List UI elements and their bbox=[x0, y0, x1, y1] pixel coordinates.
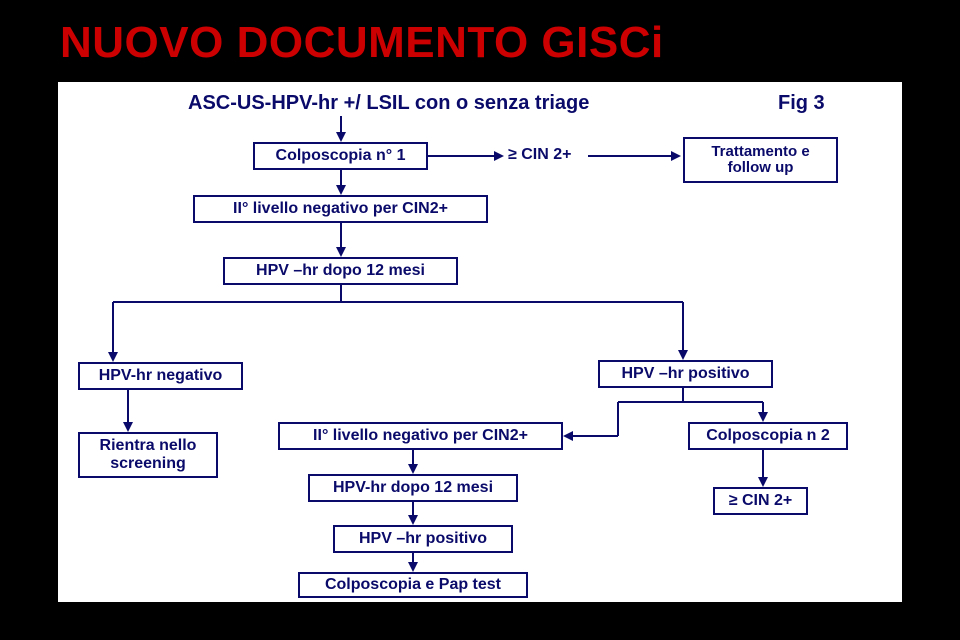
figure-number: Fig 3 bbox=[778, 92, 825, 115]
box-hpv-12-a: HPV –hr dopo 12 mesi bbox=[223, 257, 458, 285]
box-colpo-pap: Colposcopia e Pap test bbox=[298, 572, 528, 598]
box-hpv-pos-a: HPV –hr positivo bbox=[598, 360, 773, 388]
box-trattamento: Trattamento e follow up bbox=[683, 137, 838, 183]
box-hpv-12-b: HPV-hr dopo 12 mesi bbox=[308, 474, 518, 502]
box-cin2plus-b: ≥ CIN 2+ bbox=[713, 487, 808, 515]
header-label: ASC-US-HPV-hr +/ LSIL con o senza triage bbox=[188, 92, 589, 115]
box-hpv-neg: HPV-hr negativo bbox=[78, 362, 243, 390]
label-cin2plus-a: ≥ CIN 2+ bbox=[508, 146, 571, 164]
flowchart-canvas: ASC-US-HPV-hr +/ LSIL con o senza triage… bbox=[58, 82, 902, 602]
slide-title: NUOVO DOCUMENTO GISCi bbox=[60, 18, 664, 68]
slide: NUOVO DOCUMENTO GISCi ASC-US-HPV-hr +/ L… bbox=[0, 0, 960, 640]
box-hpv-pos-b: HPV –hr positivo bbox=[333, 525, 513, 553]
box-rientra: Rientra nello screening bbox=[78, 432, 218, 478]
box-colposcopia-1: Colposcopia n° 1 bbox=[253, 142, 428, 170]
box-level2-neg-a: II° livello negativo per CIN2+ bbox=[193, 195, 488, 223]
box-level2-neg-b: II° livello negativo per CIN2+ bbox=[278, 422, 563, 450]
box-colposcopia-2: Colposcopia n 2 bbox=[688, 422, 848, 450]
